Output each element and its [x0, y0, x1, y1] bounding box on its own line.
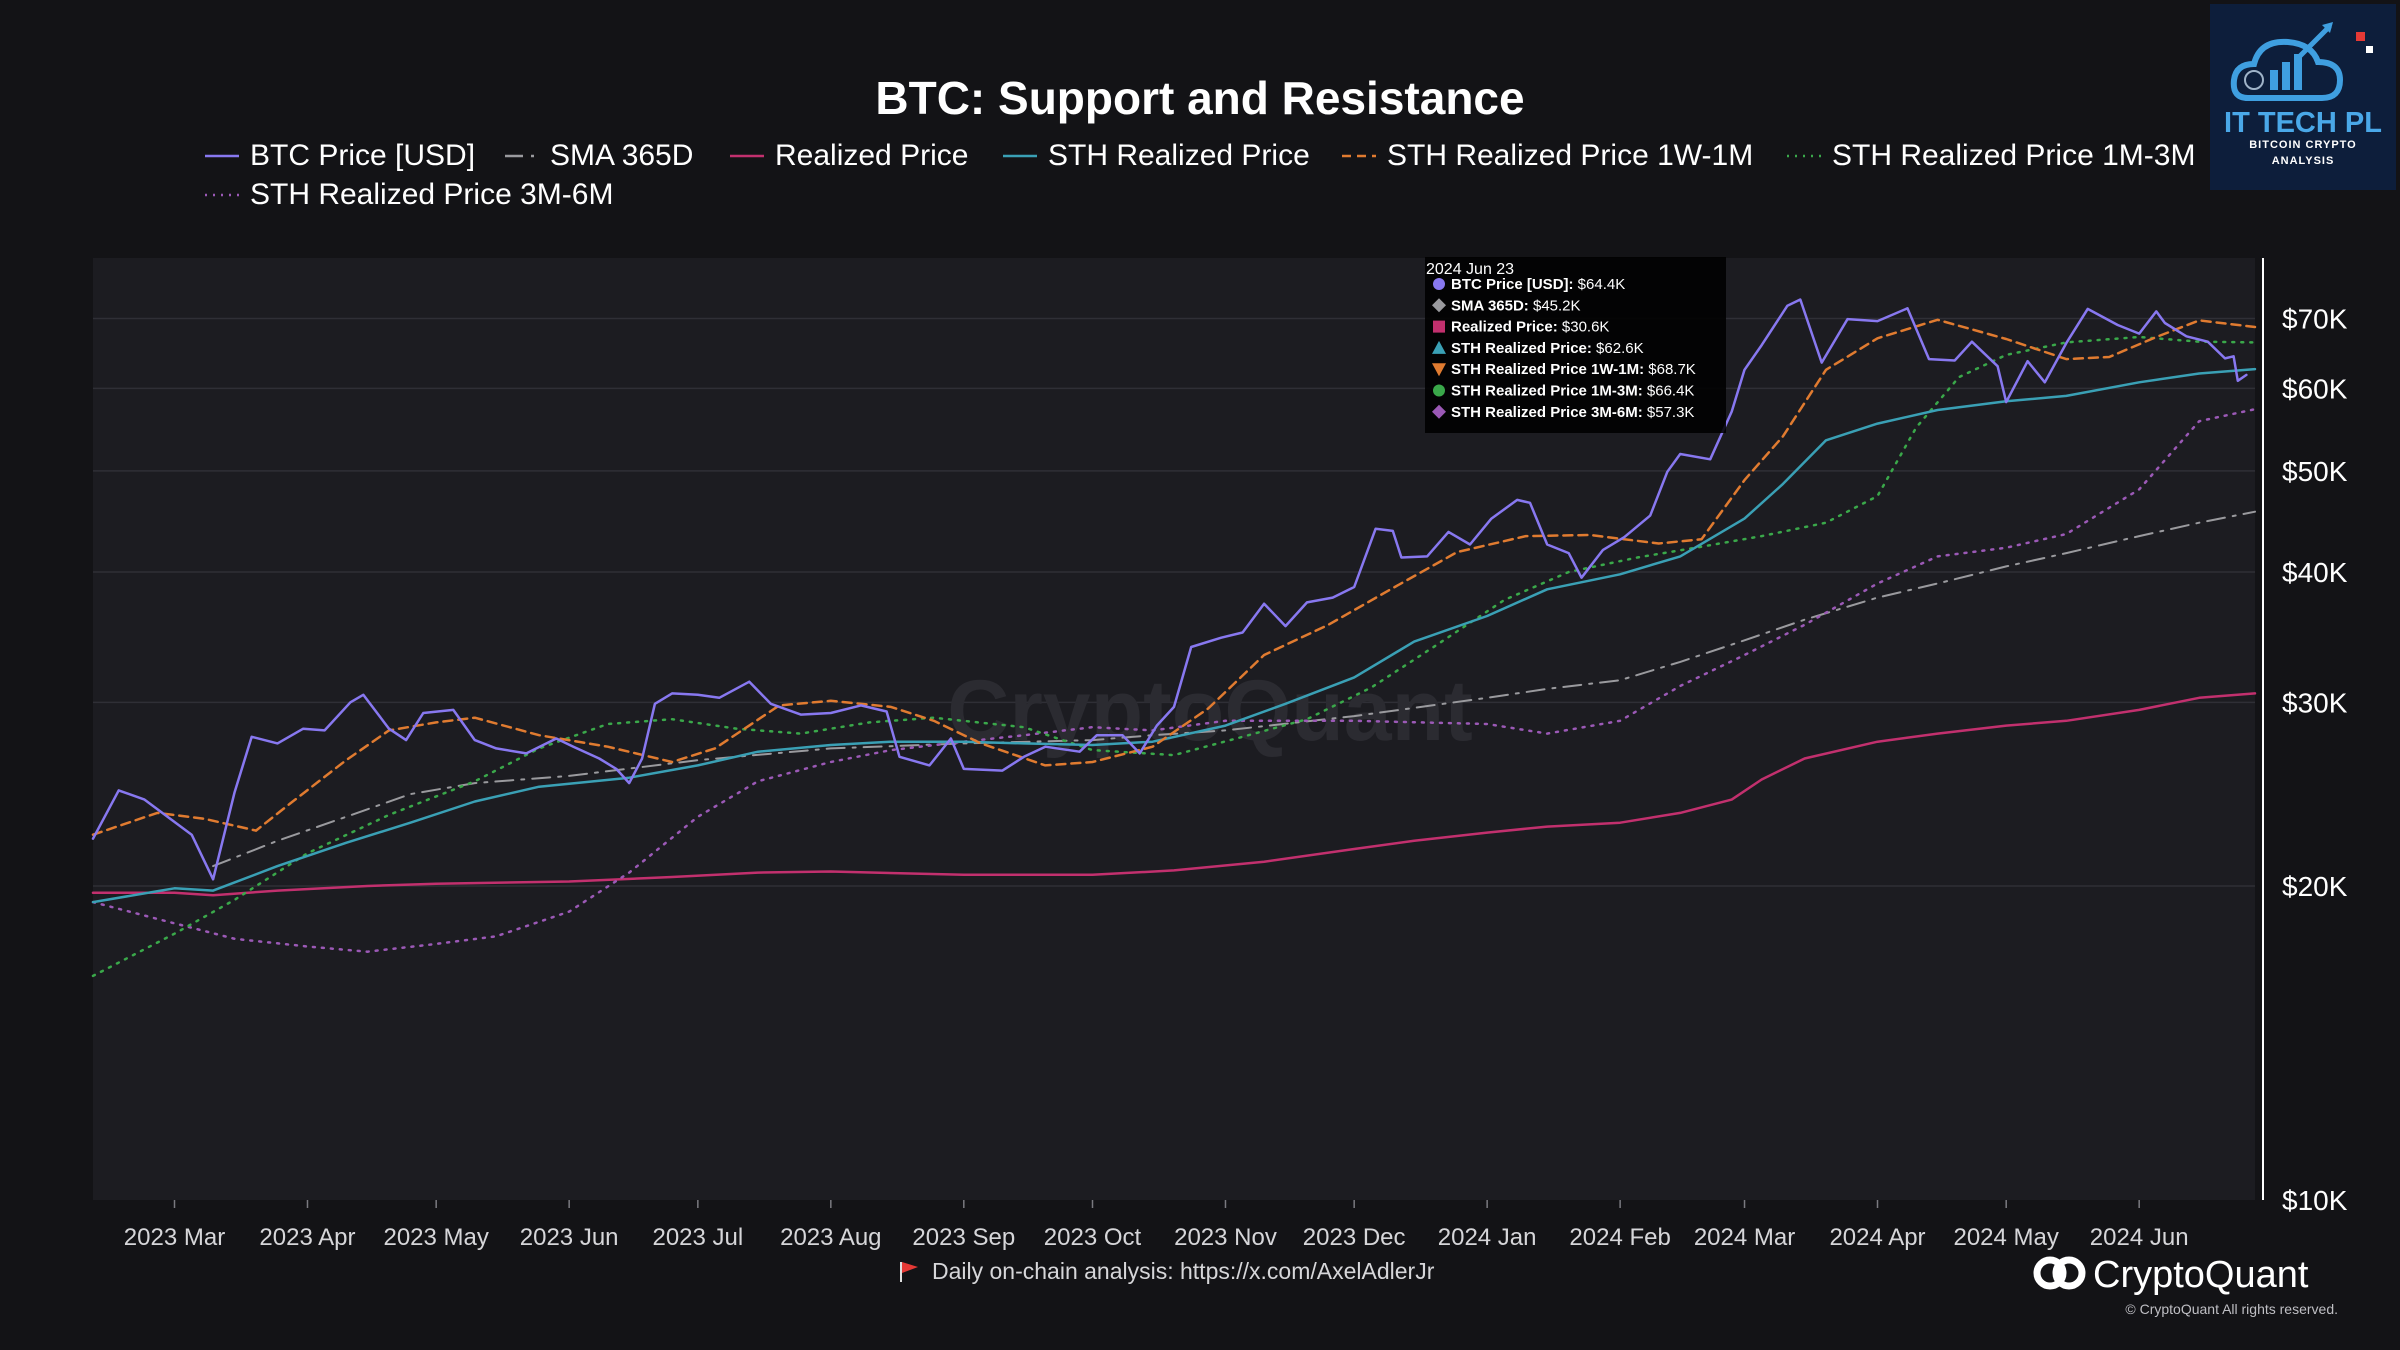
x-tick-label: 2024 Mar [1694, 1224, 1795, 1251]
series-line-btc-price-usd [91, 298, 2248, 881]
tooltip-row-sma-365d: SMA 365D: $45.2K [1451, 297, 1581, 314]
tooltip-box [1425, 257, 1726, 433]
tooltip: 2024 Jun 23 BTC Price [USD]: $64.4K SMA 3… [1425, 257, 1726, 433]
x-tick-label: 2023 Jun [520, 1224, 619, 1251]
x-tick-label: 2024 Jan [1438, 1224, 1537, 1251]
y-tick-label: $20K [2282, 871, 2348, 902]
tooltip-row-sth-realized-price: STH Realized Price: $62.6K [1451, 340, 1644, 357]
x-tick-label: 2023 Mar [124, 1224, 225, 1251]
gridlines [93, 317, 2255, 887]
tooltip-marker-sma-365d [1432, 298, 1446, 313]
brand-name: CryptoQuant [2093, 1254, 2309, 1296]
x-tick-label: 2023 Jul [652, 1224, 743, 1251]
series-line-sth-realized-price-3m-6m [91, 407, 2257, 953]
legend-label-realized-price: Realized Price [775, 139, 968, 172]
series-line-realized-price [91, 692, 2257, 897]
tooltip-marker-sth-realized-price-3m-6m [1432, 404, 1446, 419]
y-tick-label: $10K [2282, 1185, 2348, 1216]
chart-title: BTC: Support and Resistance [875, 72, 1524, 124]
x-tick-label: 2024 May [1953, 1224, 2058, 1251]
tooltip-row-btc-price-usd: BTC Price [USD]: $64.4K [1451, 276, 1625, 293]
logo-subtitle-1: BITCOIN CRYPTO [2249, 139, 2357, 151]
plot-area [93, 258, 2255, 1200]
tooltip-row-realized-price: Realized Price: $30.6K [1451, 319, 1609, 336]
series-line-sth-realized-price-1w-1m [91, 318, 2257, 836]
legend-label-btc-price-usd: BTC Price [USD] [250, 139, 475, 172]
tooltip-rows: BTC Price [USD]: $64.4K SMA 365D: $45.2K R… [1432, 276, 1696, 421]
x-axis: 2023 Mar 2023 Apr 2023 May 2023 Jun 2023 Jul… [124, 1200, 2189, 1251]
series-line-sth-realized-price-1m-3m [91, 335, 2257, 978]
x-tick-label: 2023 Dec [1303, 1224, 1406, 1251]
y-tick-label: $50K [2282, 456, 2348, 487]
tooltip-marker-sth-realized-price [1432, 340, 1446, 354]
legend-label-sth-realized-price: STH Realized Price [1048, 139, 1310, 172]
legend-label-sth-realized-price-1m-3m: STH Realized Price 1M-3M [1832, 139, 2195, 172]
series-group [91, 298, 2257, 978]
cryptoquant-mark-icon [2033, 1256, 2086, 1290]
tooltip-marker-sth-realized-price-1m-3m [1433, 384, 1445, 397]
footer: Daily on-chain analysis: https://x.com/A… [900, 1258, 1435, 1284]
y-axis: $70K $60K $50K $40K $30K $20K $10K [2282, 303, 2348, 1216]
legend-label-sth-realized-price-1w-1m: STH Realized Price 1W-1M [1387, 139, 1753, 172]
x-tick-label: 2023 Aug [780, 1224, 881, 1251]
logo-subtitle-2: ANALYSIS [2272, 155, 2335, 167]
tooltip-row-sth-realized-price-3m-6m: STH Realized Price 3M-6M: $57.3K [1451, 404, 1694, 421]
x-tick-label: 2023 Sep [912, 1224, 1015, 1251]
footer-text: Daily on-chain analysis: https://x.com/A… [932, 1258, 1435, 1284]
tooltip-row-sth-realized-price-1w-1m: STH Realized Price 1W-1M: $68.7K [1451, 361, 1696, 378]
x-tick-label: 2023 Oct [1044, 1224, 1142, 1251]
flag-icon [900, 1262, 918, 1282]
it-tech-pl-logo: IT TECH PL BITCOIN CRYPTO ANALYSIS [2210, 4, 2396, 190]
y-tick-label: $40K [2282, 557, 2348, 588]
tooltip-marker-realized-price [1433, 320, 1445, 333]
cloud-chart-icon [2230, 22, 2373, 101]
x-tick-label: 2023 Apr [259, 1224, 355, 1251]
legend-label-sma-365d: SMA 365D [550, 139, 693, 172]
x-tick-label: 2024 Feb [1569, 1224, 1670, 1251]
y-tick-label: $60K [2282, 373, 2348, 404]
series-line-sth-realized-price [91, 367, 2257, 904]
tooltip-marker-sth-realized-price-1w-1m [1432, 363, 1446, 377]
legend: BTC Price [USD] SMA 365D Realized Price STH… [205, 139, 2195, 211]
x-tick-label: 2023 Nov [1174, 1224, 1277, 1251]
x-tick-label: 2023 May [383, 1224, 488, 1251]
y-tick-label: $30K [2282, 687, 2348, 718]
series-line-sma-365d [212, 510, 2256, 868]
tooltip-row-sth-realized-price-1m-3m: STH Realized Price 1M-3M: $66.4K [1451, 383, 1694, 400]
legend-label-sth-realized-price-3m-6m: STH Realized Price 3M-6M [250, 178, 613, 211]
tooltip-marker-btc-price-usd [1433, 278, 1445, 290]
cryptoquant-logo: CryptoQuant © CryptoQuant All rights res… [2033, 1254, 2338, 1317]
x-tick-label: 2024 Jun [2090, 1224, 2189, 1251]
logo-title: IT TECH PL [2224, 107, 2382, 139]
brand-copyright: © CryptoQuant All rights reserved. [2125, 1301, 2338, 1317]
y-tick-label: $70K [2282, 303, 2348, 334]
x-tick-label: 2024 Apr [1829, 1224, 1925, 1251]
tooltip-date: 2024 Jun 23 [1426, 261, 1514, 278]
